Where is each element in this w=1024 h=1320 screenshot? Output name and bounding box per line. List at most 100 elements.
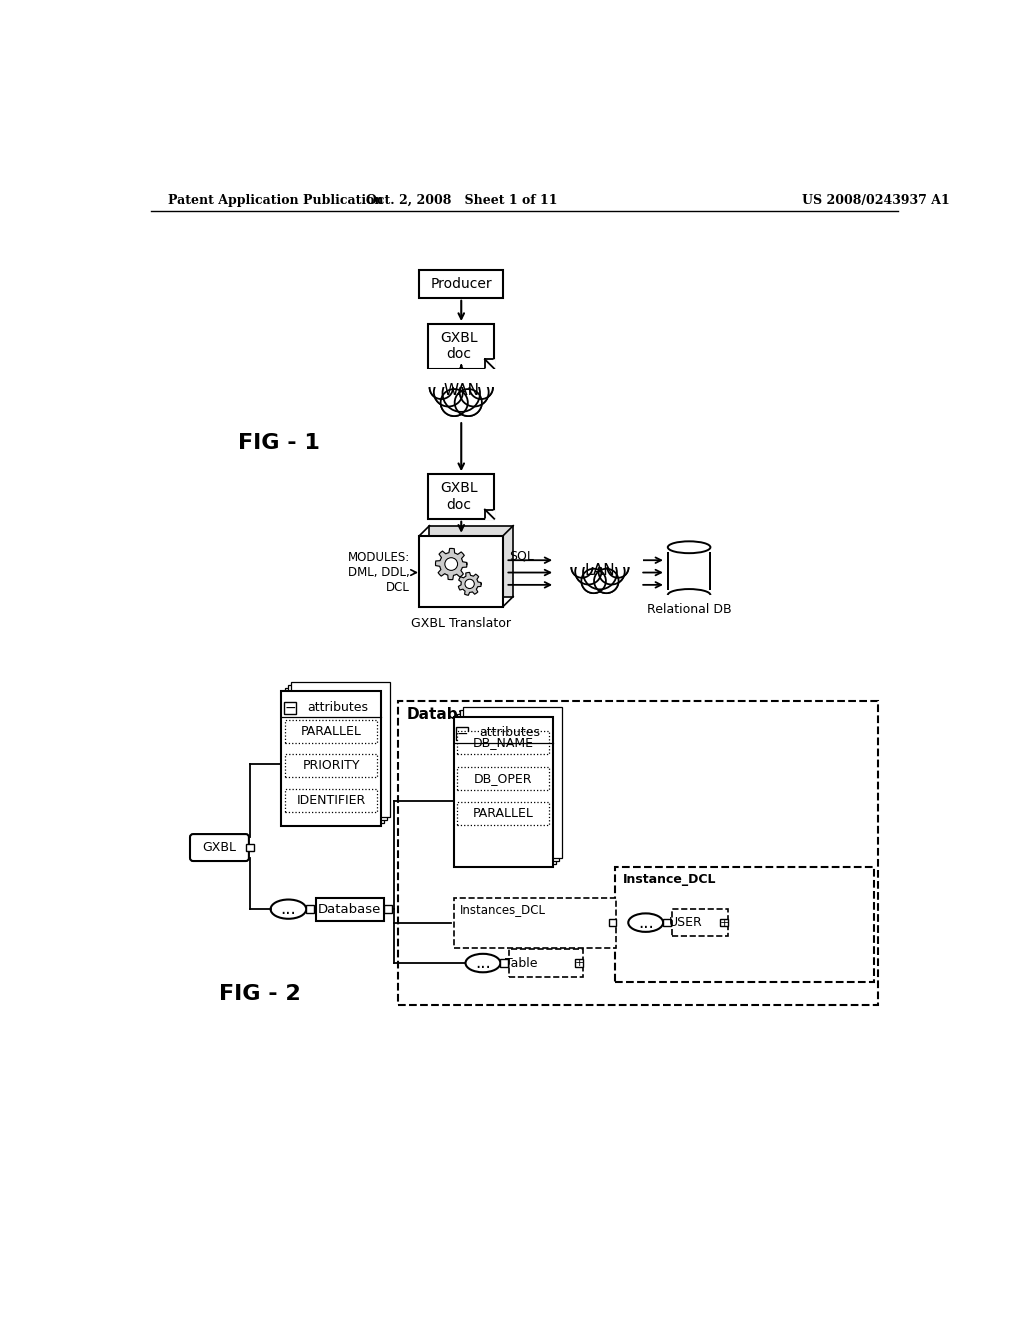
Circle shape [455, 389, 482, 416]
Text: DB_NAME: DB_NAME [473, 737, 534, 750]
Text: DB_OPER: DB_OPER [474, 772, 532, 785]
Text: PARALLEL: PARALLEL [301, 725, 361, 738]
Text: GXBL: GXBL [203, 841, 237, 854]
Text: SQL: SQL [509, 549, 535, 562]
Text: ...: ... [281, 900, 296, 919]
Text: ...: ... [475, 954, 490, 972]
Text: FIG - 2: FIG - 2 [219, 983, 301, 1003]
Circle shape [430, 376, 453, 399]
Polygon shape [459, 573, 481, 595]
FancyBboxPatch shape [456, 727, 468, 739]
Circle shape [460, 378, 488, 407]
FancyBboxPatch shape [291, 682, 390, 817]
FancyBboxPatch shape [575, 960, 583, 966]
FancyBboxPatch shape [384, 906, 391, 913]
Text: +: + [719, 917, 729, 928]
Text: Producer: Producer [430, 277, 493, 290]
Circle shape [442, 375, 480, 412]
Text: US 2008/0243937 A1: US 2008/0243937 A1 [802, 194, 950, 207]
Text: PARALLEL: PARALLEL [473, 807, 534, 820]
Text: Instance_DCL: Instance_DCL [623, 874, 716, 887]
FancyBboxPatch shape [720, 919, 728, 927]
Text: FIG - 1: FIG - 1 [239, 433, 321, 453]
FancyBboxPatch shape [397, 701, 879, 1006]
Text: ...: ... [638, 913, 653, 932]
Circle shape [577, 560, 600, 583]
Text: GXBL
doc: GXBL doc [440, 331, 478, 362]
FancyBboxPatch shape [417, 384, 506, 396]
Circle shape [465, 579, 474, 589]
FancyBboxPatch shape [561, 564, 639, 574]
FancyBboxPatch shape [557, 550, 643, 568]
Circle shape [435, 379, 462, 405]
FancyBboxPatch shape [288, 685, 387, 820]
Text: −: − [457, 726, 468, 741]
Polygon shape [485, 359, 495, 368]
Circle shape [608, 557, 628, 577]
FancyBboxPatch shape [286, 755, 377, 777]
Circle shape [582, 569, 606, 593]
Circle shape [594, 569, 618, 593]
Ellipse shape [629, 913, 664, 932]
Circle shape [469, 376, 493, 399]
Circle shape [443, 376, 478, 411]
Text: +: + [574, 958, 584, 968]
Text: attributes: attributes [479, 726, 540, 739]
Circle shape [585, 557, 615, 589]
FancyBboxPatch shape [509, 949, 583, 977]
FancyBboxPatch shape [458, 767, 549, 789]
Text: Instances_DCL: Instances_DCL [460, 903, 546, 916]
Text: IDENTIFIER: IDENTIFIER [296, 795, 366, 807]
FancyBboxPatch shape [246, 843, 254, 851]
Text: Oct. 2, 2008   Sheet 1 of 11: Oct. 2, 2008 Sheet 1 of 11 [366, 194, 557, 207]
FancyBboxPatch shape [413, 368, 510, 388]
FancyBboxPatch shape [672, 908, 728, 936]
Text: GXBL Translator: GXBL Translator [412, 618, 511, 631]
Circle shape [595, 570, 617, 593]
Ellipse shape [466, 954, 501, 973]
Circle shape [572, 557, 592, 577]
FancyBboxPatch shape [420, 536, 503, 607]
Circle shape [441, 389, 467, 414]
Text: MODULES:
DML, DDL,
DCL: MODULES: DML, DDL, DCL [348, 550, 410, 594]
Text: Relational DB: Relational DB [647, 603, 731, 616]
FancyBboxPatch shape [286, 719, 377, 743]
FancyBboxPatch shape [663, 919, 671, 927]
Text: USER: USER [669, 916, 702, 929]
Text: PRIORITY: PRIORITY [302, 759, 359, 772]
FancyBboxPatch shape [454, 717, 553, 867]
FancyBboxPatch shape [458, 731, 549, 755]
FancyBboxPatch shape [306, 906, 314, 913]
FancyBboxPatch shape [315, 898, 384, 921]
FancyBboxPatch shape [285, 688, 384, 822]
Circle shape [575, 558, 601, 585]
FancyBboxPatch shape [428, 323, 495, 368]
Text: Table: Table [505, 957, 538, 970]
FancyBboxPatch shape [284, 702, 296, 714]
Text: GXBL
doc: GXBL doc [440, 482, 478, 512]
FancyBboxPatch shape [429, 525, 513, 597]
Ellipse shape [668, 541, 711, 553]
FancyBboxPatch shape [420, 271, 503, 298]
Polygon shape [435, 548, 467, 579]
Polygon shape [485, 510, 495, 519]
Text: WAN: WAN [443, 383, 479, 399]
Circle shape [607, 557, 629, 578]
Circle shape [599, 560, 624, 583]
Circle shape [571, 557, 593, 578]
FancyBboxPatch shape [190, 834, 249, 861]
Circle shape [470, 376, 493, 399]
Circle shape [434, 378, 463, 407]
Circle shape [440, 389, 468, 416]
Text: Patent Application Publication: Patent Application Publication [168, 194, 384, 207]
Text: attributes: attributes [307, 701, 368, 714]
Circle shape [598, 558, 625, 585]
Text: LAN: LAN [585, 562, 615, 578]
Text: Database: Database [318, 903, 381, 916]
FancyBboxPatch shape [458, 803, 549, 825]
FancyBboxPatch shape [428, 474, 495, 519]
FancyBboxPatch shape [457, 714, 556, 863]
Text: −: − [285, 701, 296, 715]
FancyBboxPatch shape [668, 553, 711, 589]
FancyBboxPatch shape [460, 710, 559, 861]
